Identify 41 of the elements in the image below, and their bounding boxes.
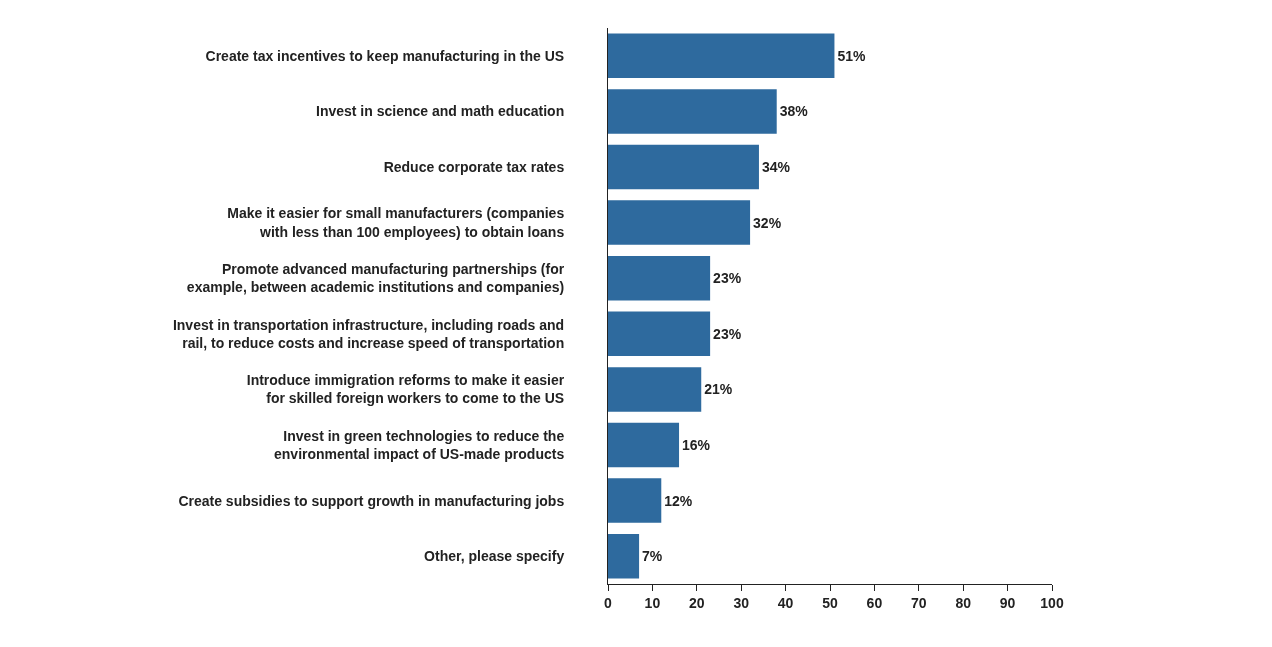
x-tick-label: 90: [999, 594, 1016, 611]
bar: [608, 533, 640, 579]
data-label: 7%: [642, 548, 663, 565]
data-label: 32%: [753, 214, 782, 231]
bar: [608, 311, 711, 357]
y-tick-label: Create tax incentives to keep manufacturing in the US: [205, 47, 565, 64]
bar: [608, 255, 711, 301]
x-tick-label: 20: [689, 594, 705, 611]
y-tick-label: Introduce immigration reforms to make it easier for skilled foreign workers to come to the US: [246, 372, 565, 407]
data-label: 23%: [713, 270, 742, 287]
x-tick-label: 80: [955, 594, 972, 611]
x-tick-label: 40: [777, 594, 794, 611]
data-label: 51%: [837, 47, 867, 64]
bar: [608, 200, 751, 245]
x-tick-label: 0: [604, 594, 613, 611]
bar: [608, 478, 662, 523]
x-tick-label: 30: [733, 594, 750, 611]
x-tick-label: 10: [644, 594, 661, 611]
x-tick-label: 100: [1040, 594, 1064, 611]
bar: [608, 33, 835, 79]
y-tick-label: Invest in science and math education: [316, 103, 565, 120]
x-tick-label: 60: [866, 594, 883, 611]
x-tick-label: 70: [911, 594, 927, 611]
y-tick-label: Make it easier for small manufacturers (companies with less than 100 employees) to obtain loans: [227, 205, 565, 240]
y-tick-label: Other, please specify: [424, 548, 565, 565]
bar: [608, 422, 680, 468]
bar: [608, 89, 777, 134]
x-tick-label: 50: [822, 594, 838, 611]
y-tick-label: Invest in transportation infrastructure, including roads and rail, to reduce costs and increase speed of transportation: [172, 316, 565, 351]
bar: [608, 144, 759, 190]
data-label: 16%: [682, 437, 711, 453]
y-tick-label: Invest in green technologies to reduce the environmental impact of US-made products: [274, 427, 565, 462]
y-tick-label: Reduce corporate tax rates: [383, 158, 565, 175]
y-tick-label: Promote advanced manufacturing partnerships (for example, between academic institutions and companies): [186, 261, 565, 296]
data-label: 23%: [713, 325, 742, 342]
data-label: 21%: [704, 381, 733, 398]
bar: [608, 367, 702, 412]
y-tick-label: Create subsidies to support growth in manufacturing jobs: [178, 492, 565, 509]
data-label: 34%: [761, 159, 791, 175]
data-label: 12%: [664, 492, 693, 509]
data-label: 38%: [779, 103, 809, 120]
